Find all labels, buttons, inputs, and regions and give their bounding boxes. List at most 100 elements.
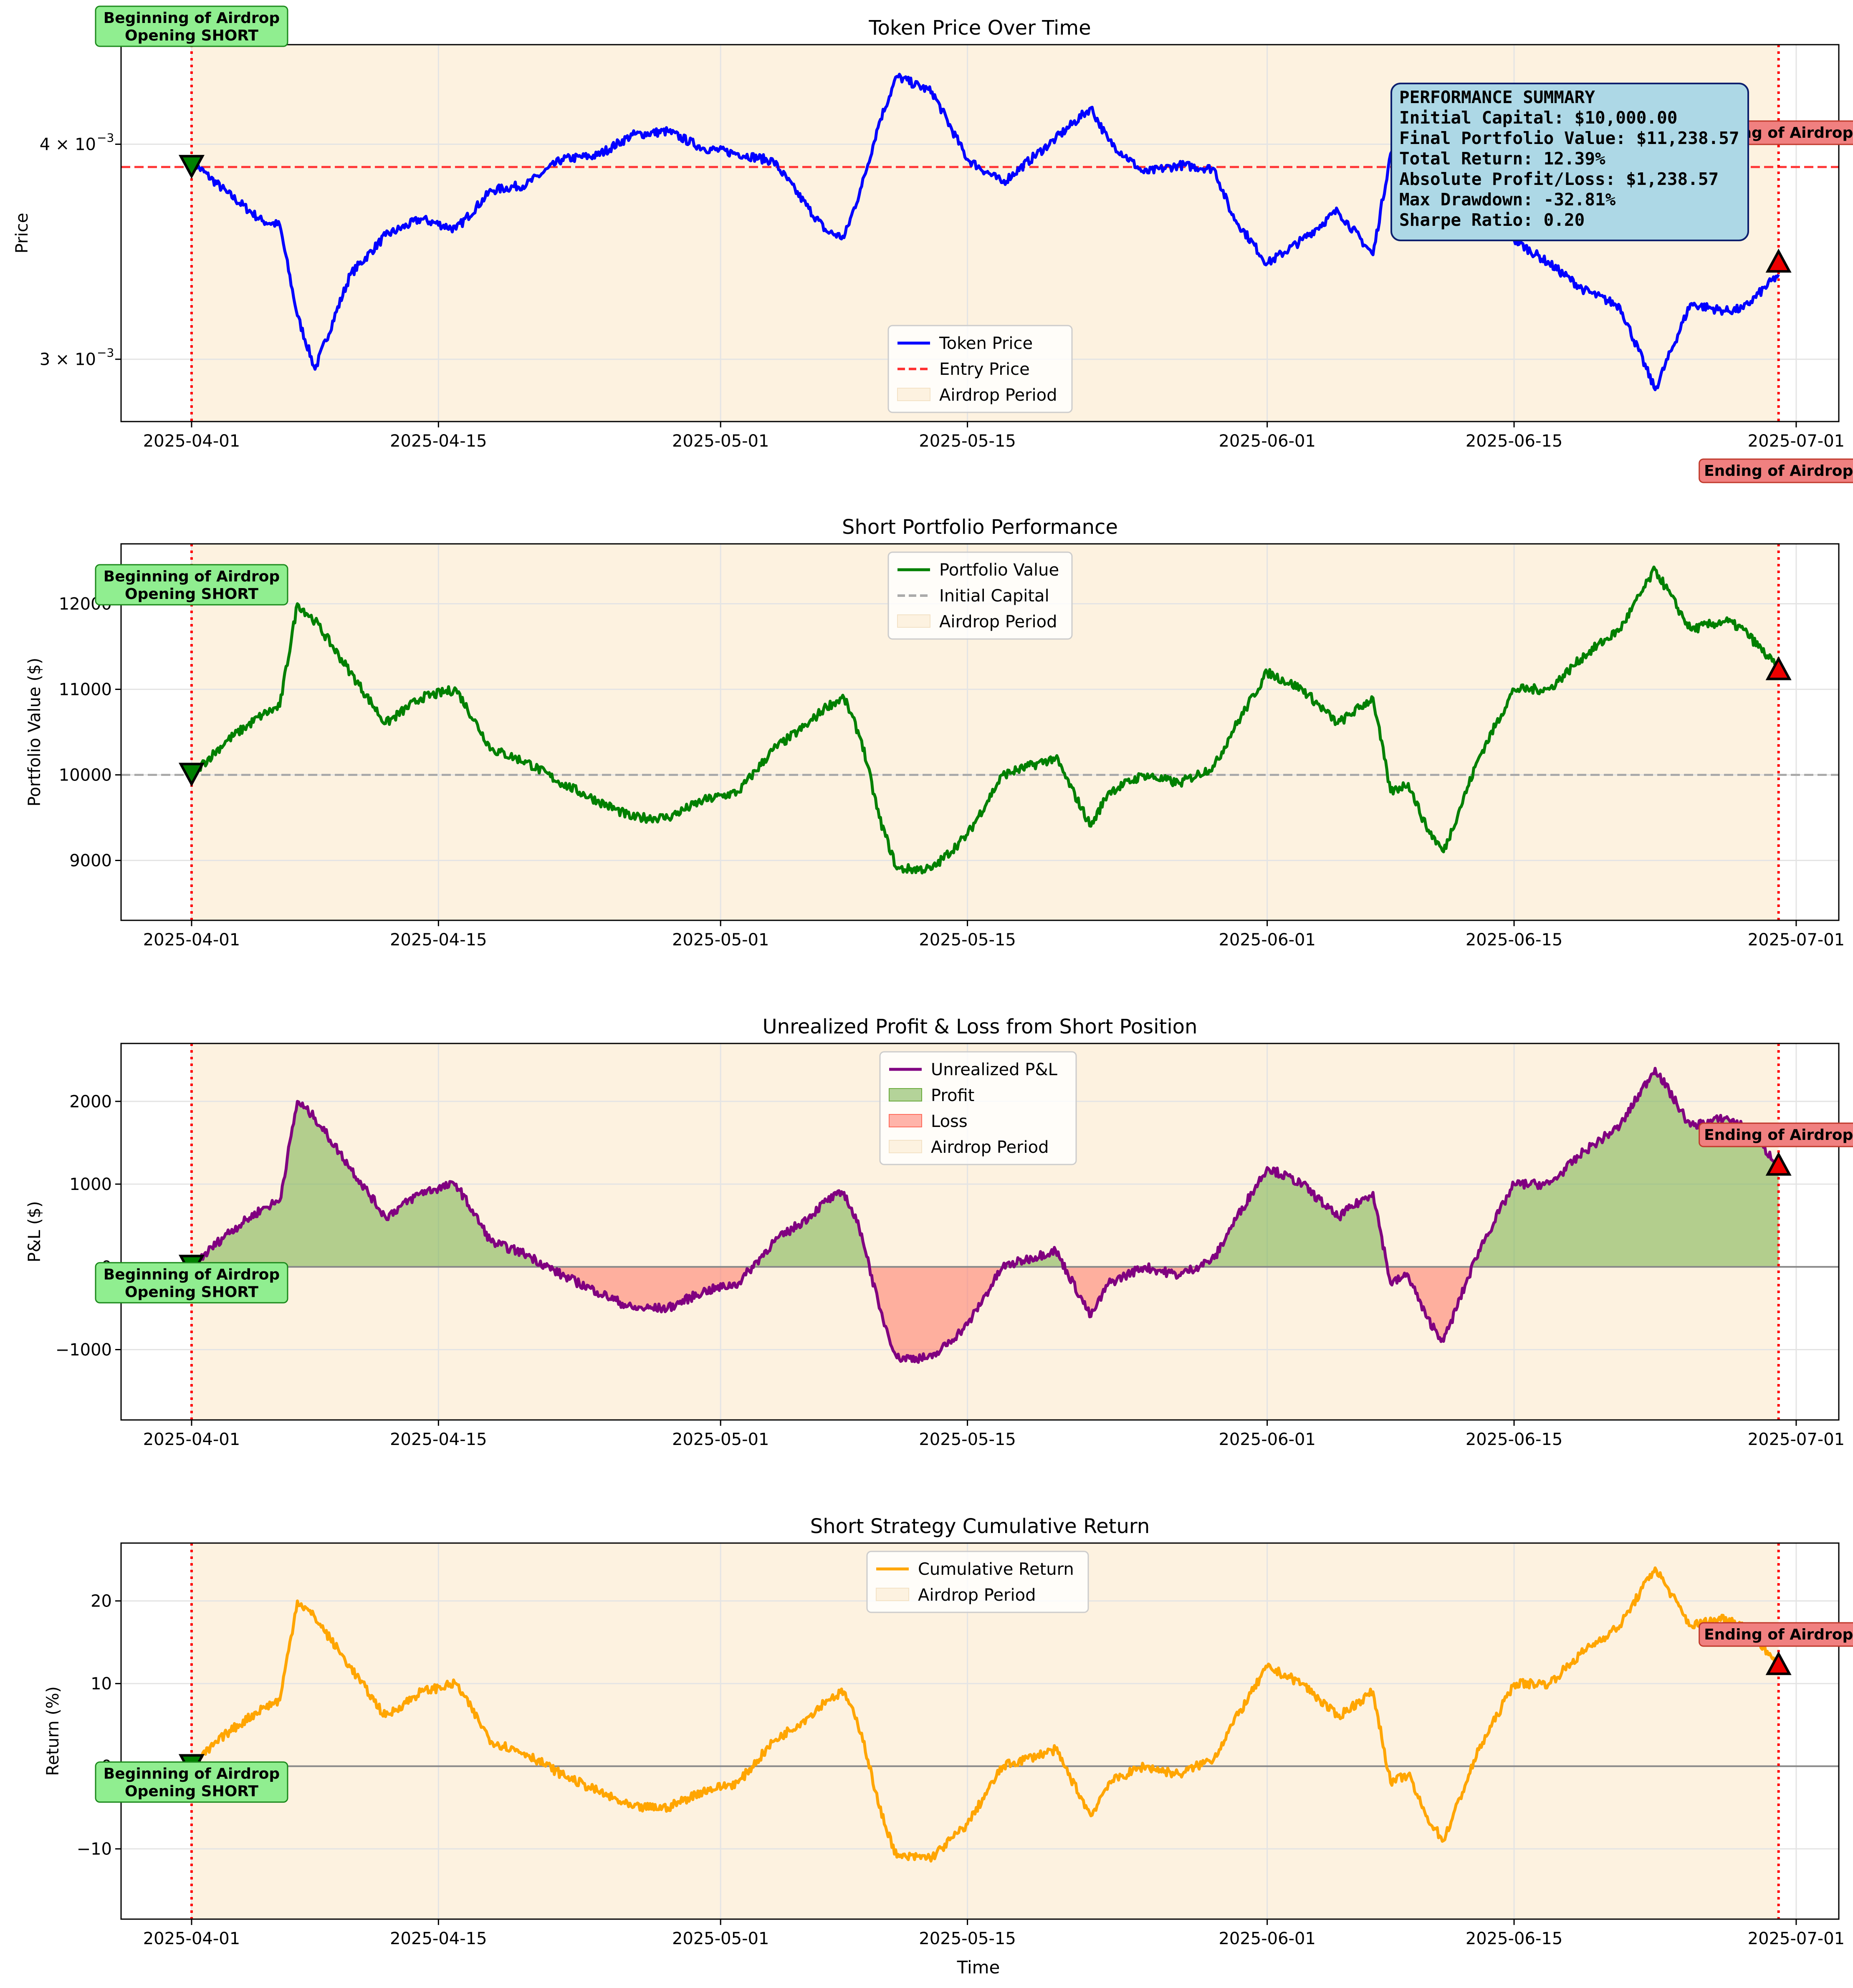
x-tick-label: 2025-07-01 [1748, 1430, 1845, 1449]
x-axis-label: Time [957, 1957, 1000, 1978]
badge-start [95, 564, 288, 606]
badge-end [1699, 1122, 1853, 1147]
y-tick-label: 9000 [69, 851, 112, 871]
summary-line: Total Return: 12.39% [1399, 149, 1605, 169]
x-tick-label: 2025-04-15 [390, 432, 487, 451]
legend: Token Price Entry Price Airdrop Period [887, 325, 1073, 413]
x-tick-label: 2025-04-15 [390, 1430, 487, 1449]
x-tick-label: 2025-04-01 [143, 432, 240, 451]
chart-panel-4: 2025-04-01 2025-04-15 2025-05-01 2025-05-15… [43, 1515, 1853, 1948]
badge-start-line2: Opening SHORT [125, 1283, 258, 1301]
badge-start [95, 5, 288, 47]
x-tick-label: 2025-06-15 [1466, 1430, 1562, 1449]
x-tick-label: 2025-07-01 [1748, 432, 1845, 451]
x-tick-label: 2025-05-15 [919, 1430, 1016, 1449]
y-axis-label: Portfolio Value ($) [25, 658, 44, 806]
axes-frame [120, 1043, 1840, 1421]
chart-title: Unrealized Profit & Loss from Short Posi… [763, 1015, 1198, 1038]
axes-frame [120, 543, 1840, 921]
x-tick-label: 2025-05-01 [672, 432, 769, 451]
x-tick-label: 2025-07-01 [1748, 1929, 1845, 1948]
y-tick-label: 3 × 10 [40, 350, 96, 369]
badge-start-line1: Beginning of Airdrop [104, 568, 280, 585]
legend-swatch-airdrop [897, 388, 930, 401]
x-tick-label: 2025-06-15 [1466, 1929, 1562, 1948]
legend-label: Loss [931, 1112, 968, 1131]
legend-label: Portfolio Value [939, 561, 1059, 580]
x-tick-label: 2025-06-01 [1218, 1430, 1315, 1449]
summary-line: Initial Capital: $10,000.00 [1399, 108, 1677, 128]
legend-label: Unrealized P&L [931, 1060, 1058, 1079]
y-axis-label: Price [13, 213, 32, 254]
y-tick-label: 10000 [59, 766, 112, 785]
end-marker-up-triangle [1765, 1152, 1792, 1176]
badge-start-line2: Opening SHORT [125, 586, 258, 603]
badge-start-line1: Beginning of Airdrop [104, 10, 280, 27]
series-line-unrealized-p-l [190, 1067, 1780, 1364]
x-tick-label: 2025-05-15 [919, 1929, 1016, 1948]
legend-swatch-airdrop [876, 1588, 909, 1601]
x-tick-label: 2025-04-15 [390, 1929, 487, 1948]
badge-start [95, 1761, 288, 1803]
summary-line: PERFORMANCE SUMMARY [1399, 87, 1595, 107]
summary-line: Sharpe Ratio: 0.20 [1399, 210, 1585, 230]
x-tick-label: 2025-05-15 [919, 432, 1016, 451]
x-tick-label: 2025-04-01 [143, 1430, 240, 1449]
y-tick-label: −10 [77, 1840, 112, 1859]
axes-frame [120, 1542, 1840, 1920]
legend-label: Initial Capital [939, 586, 1049, 606]
y-tick-label-exponent: −3 [97, 131, 114, 145]
x-tick-label: 2025-05-01 [672, 1929, 769, 1948]
badge-end [1699, 458, 1853, 483]
chart-title: Token Price Over Time [868, 16, 1091, 40]
legend-swatch-profit [889, 1088, 922, 1101]
x-tick-label: 2025-07-01 [1748, 930, 1845, 950]
legend-swatch-airdrop [897, 614, 930, 628]
summary-line: Max Drawdown: -32.81% [1399, 189, 1616, 210]
end-marker-up-triangle [1765, 656, 1792, 680]
x-tick-label: 2025-06-01 [1218, 1929, 1315, 1948]
summary-box [1390, 83, 1749, 241]
badge-end-label: Ending of Airdrop [1704, 1127, 1853, 1144]
badge-start-line2: Opening SHORT [125, 1783, 258, 1800]
y-tick-label: −1000 [56, 1340, 112, 1359]
legend-swatch-airdrop [889, 1140, 922, 1153]
series-line-portfolio-value [190, 566, 1780, 875]
summary-line: Absolute Profit/Loss: $1,238.57 [1399, 169, 1719, 189]
y-axis-label: Return (%) [43, 1686, 63, 1776]
y-tick-label: 2000 [69, 1092, 112, 1111]
legend-label: Airdrop Period [931, 1138, 1049, 1157]
chart-panel-3: 2025-04-01 2025-04-15 2025-05-01 2025-05-15… [25, 1015, 1853, 1449]
badge-end-label: Ending of Airdrop [1704, 1626, 1853, 1643]
legend-label: Cumulative Return [918, 1560, 1074, 1579]
legend-box [887, 551, 1073, 640]
x-tick-label: 2025-06-01 [1218, 930, 1315, 950]
badge-start-line1: Beginning of Airdrop [104, 1266, 280, 1283]
chart-title: Short Strategy Cumulative Return [810, 1515, 1150, 1538]
x-tick-label: 2025-05-01 [672, 930, 769, 950]
end-marker-up-triangle [1765, 1651, 1792, 1675]
x-tick-label: 2025-04-01 [143, 930, 240, 950]
start-marker-down-triangle [178, 155, 205, 179]
legend-swatch-loss [889, 1114, 922, 1127]
profit-area [191, 1068, 1779, 1267]
legend-label: Airdrop Period [939, 386, 1057, 405]
x-tick-label: 2025-06-01 [1218, 432, 1315, 451]
axes-frame [120, 44, 1840, 422]
y-tick-label: 1000 [69, 1175, 112, 1194]
legend: Unrealized P&L Profit Loss Airdrop Period [879, 1051, 1077, 1165]
start-marker-down-triangle [178, 763, 205, 787]
chart-title: Short Portfolio Performance [842, 515, 1118, 539]
legend-label: Airdrop Period [918, 1586, 1036, 1605]
y-tick-label: 10 [91, 1675, 112, 1694]
y-tick-label: 11000 [59, 680, 112, 700]
legend-box [887, 325, 1073, 413]
summary-line: Final Portfolio Value: $11,238.57 [1399, 128, 1739, 148]
badge-start-line2: Opening SHORT [125, 27, 258, 44]
loss-area [191, 1267, 1779, 1363]
legend: Portfolio Value Initial Capital Airdrop Pe… [887, 551, 1073, 640]
badge-start [95, 1262, 288, 1303]
